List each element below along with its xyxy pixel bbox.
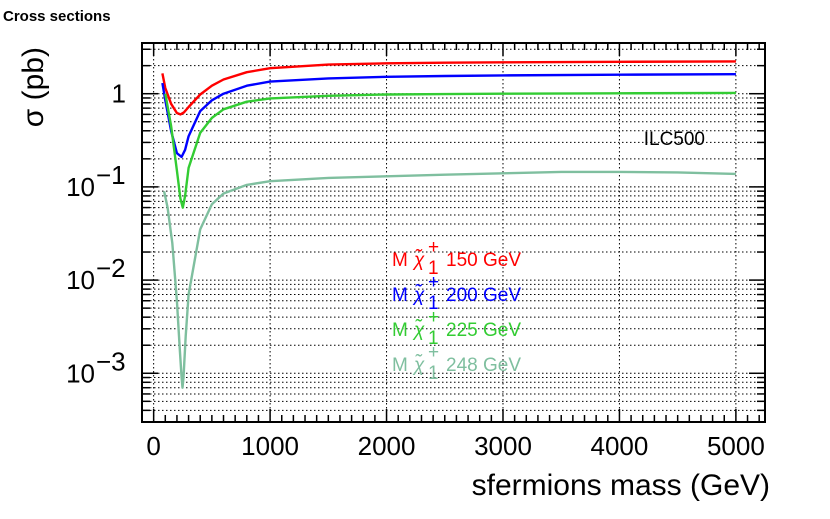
grid-layer (142, 43, 765, 423)
x-tick-label: 4000 (591, 431, 649, 461)
legend-subscript: 1 (428, 328, 439, 349)
y-tick-label-base: 10 (66, 172, 95, 202)
legend-chi-symbol: χ̃ (412, 354, 425, 376)
legend-chi-symbol: χ̃ (412, 284, 425, 306)
legend-superscript: + (428, 272, 439, 293)
series-line-4 (162, 170, 736, 389)
legend-name: 150 GeV (446, 250, 521, 271)
y-tick-label: 10 −2 (66, 253, 126, 295)
y-tick-label-exponent: −3 (96, 346, 126, 376)
series-line-3 (164, 91, 736, 209)
legend-superscript: + (428, 307, 439, 328)
y-tick-label: 10 −3 (66, 346, 126, 388)
plot-frame (141, 42, 766, 423)
legend-prefix: M (392, 250, 408, 271)
y-tick-label-base: 1 (112, 79, 126, 109)
x-tick-label: 2000 (358, 431, 416, 461)
legend-prefix: M (392, 355, 408, 376)
series-line-1 (161, 60, 736, 116)
legend-chi-symbol: χ̃ (412, 249, 425, 271)
y-tick-label: 10 −1 (66, 160, 126, 202)
y-tick-label-base: 10 (66, 358, 95, 388)
x-tick-label: 3000 (474, 431, 532, 461)
y-tick-label-exponent: −2 (96, 253, 126, 283)
y-tick-label-base: 10 (66, 265, 95, 295)
x-tick-label: 1000 (241, 431, 299, 461)
frame-layer (141, 42, 766, 423)
legend-name: 225 GeV (446, 320, 521, 341)
y-tick-label-exponent: −1 (96, 160, 126, 190)
legend-prefix: M (392, 285, 408, 306)
x-tick-label: 5000 (707, 431, 765, 461)
page-title: Cross sections (3, 8, 111, 25)
x-axis-title: sfermions mass (GeV) (472, 469, 770, 502)
legend-subscript: 1 (428, 363, 439, 384)
x-tick-label: 0 (146, 431, 160, 461)
legend-subscript: 1 (428, 258, 439, 279)
y-axis-title: σ (pb) (17, 47, 50, 127)
legend-name: 200 GeV (446, 285, 521, 306)
legend-chi-symbol: χ̃ (412, 319, 425, 341)
legend-subscript: 1 (428, 293, 439, 314)
series-line-2 (161, 73, 736, 159)
legend-superscript: + (428, 342, 439, 363)
legend-name: 248 GeV (446, 355, 521, 376)
legend-superscript: + (428, 237, 439, 258)
series-layer (161, 60, 736, 389)
y-tick-label: 1 (112, 79, 126, 109)
legend-prefix: M (392, 320, 408, 341)
annotation-ilc500: ILC500 (644, 129, 705, 150)
